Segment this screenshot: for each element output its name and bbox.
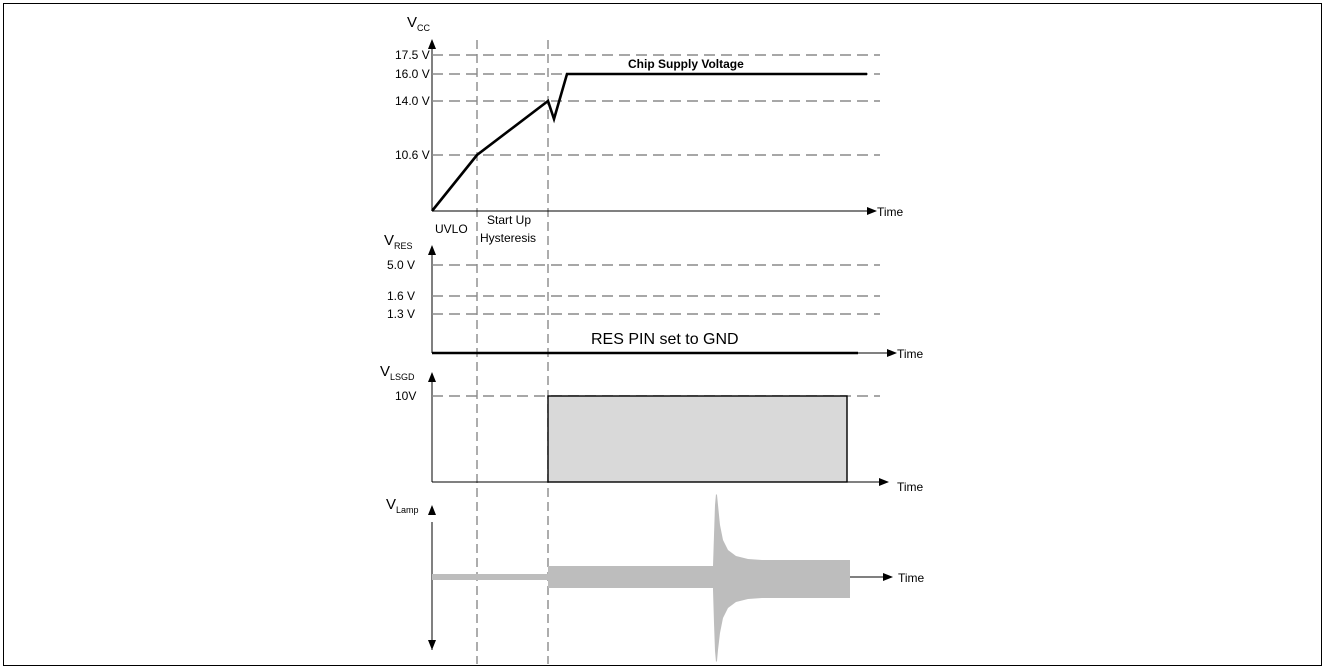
vcc-level-label: 10.6 V	[395, 148, 430, 162]
vlsgd-panel: VLSGD Time 10V	[380, 363, 924, 494]
vres-level-label: 5.0 V	[387, 258, 415, 272]
vres-panel: VRES Time 5.0 V 1.6 V 1.3 V RES PIN set …	[384, 232, 924, 361]
vcc-panel: VCC Time 17.5 V 16.0 V 14.0 V 10.6 V Chi…	[395, 14, 904, 219]
uvlo-phase-label: UVLO	[435, 222, 468, 236]
startup-phase-label: Start Up	[487, 213, 531, 227]
diagram-frame	[3, 3, 1322, 666]
vlsgd-axis-label: VLSGD	[380, 363, 415, 382]
vcc-level-label: 17.5 V	[395, 48, 430, 62]
vres-level-label: 1.6 V	[387, 289, 415, 303]
vlamp-time-label: Time	[898, 571, 925, 585]
vres-trace-label: RES PIN set to GND	[591, 331, 739, 348]
vlamp-panel: VLamp Time	[386, 494, 925, 662]
vlamp-y-arrow-down	[428, 640, 436, 650]
vres-axis-label: VRES	[384, 232, 413, 251]
vlsgd-time-label: Time	[897, 480, 924, 494]
hysteresis-phase-label: Hysteresis	[480, 231, 536, 245]
vcc-trace	[430, 72, 867, 212]
vcc-level-label: 14.0 V	[395, 94, 430, 108]
vcc-trace-label: Chip Supply Voltage	[628, 57, 744, 71]
gate-drive-pulse-block	[547, 395, 848, 483]
vres-level-label: 1.3 V	[387, 307, 415, 321]
vcc-level-label: 16.0 V	[395, 67, 430, 81]
vlamp-axis-label: VLamp	[386, 496, 419, 515]
vlamp-preheat-band	[432, 574, 548, 580]
vcc-axis-label: VCC	[407, 14, 431, 33]
vlsgd-level-label: 10V	[395, 389, 416, 403]
vlamp-y-arrow-up	[428, 505, 436, 515]
vlamp-preheat-band-wide	[548, 566, 715, 588]
vcc-time-label: Time	[877, 205, 904, 219]
vres-time-label: Time	[897, 347, 924, 361]
vlamp-ignition-spike	[713, 494, 850, 662]
